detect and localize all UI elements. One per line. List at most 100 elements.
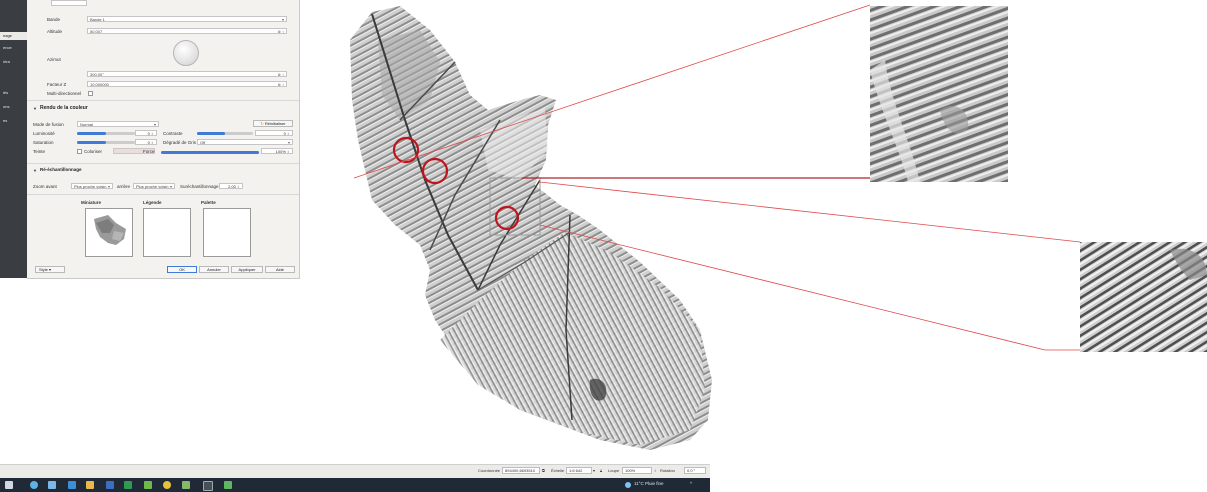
brightness-slider[interactable] [77,132,135,135]
highlight-circle[interactable] [494,205,520,231]
saturation-label: Saturation [33,140,54,145]
chrome-icon[interactable] [163,481,171,489]
taskview-icon[interactable] [48,481,56,489]
sidebar-item-histogram[interactable]: ntra [3,59,10,64]
excel-icon[interactable] [124,481,132,489]
render-type-field[interactable] [51,0,87,6]
colorize-checkbox[interactable] [77,149,82,154]
blend-mode-select[interactable]: Normal ▾ [77,121,159,127]
altitude-input[interactable]: 50.007 ⊗ ↕ [87,28,287,34]
contrast-slider[interactable] [197,132,253,135]
chevron-down-icon: ▾ [107,184,110,189]
cancel-button[interactable]: Annuler [199,266,229,273]
sidebar-item-legend[interactable]: es [3,118,8,123]
ok-button[interactable]: OK [167,266,197,273]
sidebar-item-pyramids[interactable]: ons [3,104,10,109]
lock-icon[interactable]: 🔒︎ [600,468,603,473]
divider [27,163,299,164]
up-arrow-icon[interactable]: ^ [690,481,693,486]
band-select-value: Bande 1 [90,17,105,22]
spin-arrows-icon[interactable]: ↕ [654,468,656,473]
multidirectional-checkbox[interactable] [88,91,93,96]
magnifier-field[interactable]: 100% [622,467,652,474]
resampling-section-title: Ré-échantillonnage [40,167,82,172]
palette-preview [203,208,251,257]
word-icon[interactable] [106,481,114,489]
reset-button-label: Réinitialiser [264,121,286,126]
zoom-selection-box[interactable] [489,177,541,236]
zoom-inset-bottom [1080,242,1207,352]
zoomed-in-select[interactable]: Plus proche voisin ▾ [71,183,113,189]
sidebar-item-symbology[interactable]: nage [0,32,27,40]
sidebar-item-transparency[interactable]: ence [3,45,12,50]
rotation-field[interactable]: 0,0 ° [684,467,706,474]
weather-icon[interactable] [625,482,631,488]
status-bar: Coordonnée 894400,6693510 ⧉ Échelle 1:6 … [0,464,710,478]
color-section-title: Rendu de la couleur [40,105,88,111]
weather-text[interactable]: 11°C Pluie fine [634,481,664,486]
azimuth-input[interactable]: 300.00° ⊗ ↕ [87,71,287,77]
band-label: Bande [47,17,61,22]
zfactor-input[interactable]: 10.000000 ⊗ ↕ [87,81,287,87]
contrast-label: Contraste [163,131,183,136]
reset-button[interactable]: ↻ Réinitialiser [253,120,293,127]
highlight-circle[interactable] [392,136,420,164]
clear-icon[interactable]: ⊗ ↕ [277,82,284,87]
brightness-spinbox[interactable]: 0 ↕ [135,130,157,136]
style-menu-button[interactable]: Style ▾ [35,266,65,273]
zoomed-out-label: arrière [117,184,131,189]
brightness-value: 0 [147,131,150,136]
oversampling-spinbox[interactable]: 2.00 ↕ [219,183,243,189]
contrast-value: 0 [283,131,286,136]
grayscale-select[interactable]: Off ▾ [197,139,293,145]
app-icon[interactable] [203,481,213,491]
zoomed-out-select[interactable]: Plus proche voisin ▾ [133,183,175,189]
zoom-inset-top [870,6,1008,182]
scale-label: Échelle [551,468,565,473]
scale-field[interactable]: 1:6 642 [566,467,592,474]
colorize-label: Coloriser [84,149,103,154]
settings-sidebar: nage ence ntra iés ons es [0,0,27,278]
chevron-down-icon: ▾ [169,184,172,189]
colorize-color-button[interactable] [113,148,155,154]
chevron-down-icon[interactable]: ▾ [593,468,596,473]
apply-button[interactable]: Appliquer [231,266,263,273]
strength-slider-fill [161,151,259,154]
start-icon[interactable] [5,481,13,489]
brightness-label: Luminosité [33,131,55,136]
explorer-icon[interactable] [86,481,94,489]
style-menu-label: Style [39,267,48,272]
saturation-slider-fill [77,141,106,144]
multidirectional-label: Multi-directionnel [47,91,82,96]
edge-icon[interactable] [68,481,76,489]
band-select[interactable]: Bande 1 ▾ [87,16,287,22]
contrast-spinbox[interactable]: 0 ↕ [255,130,293,136]
divider [27,100,299,101]
saturation-spinbox[interactable]: 0 ↕ [135,139,157,145]
highlight-circle[interactable] [421,157,449,185]
sidebar-item-properties[interactable]: iés [3,90,9,95]
chevron-down-icon: ▾ [287,140,290,145]
grayscale-label: Dégradé de Gris [163,140,197,145]
search-icon[interactable] [30,481,38,489]
azimuth-dial[interactable] [173,40,199,66]
help-button[interactable]: Aide [265,266,295,273]
qgis-icon[interactable] [144,481,152,489]
strength-spinbox[interactable]: 100% ↕ [261,148,293,154]
clear-icon[interactable]: ⊗ ↕ [277,72,284,77]
collapse-arrow-icon[interactable]: ▼ [33,106,37,111]
zfactor-label: Facteur Z [47,82,67,87]
extent-icon[interactable]: ⧉ [542,468,545,473]
chevron-down-icon: ▾ [49,267,52,272]
collapse-arrow-icon[interactable]: ▼ [33,168,37,173]
strength-label: Force [143,149,155,154]
cloud-icon[interactable] [182,481,190,489]
saturation-slider[interactable] [77,141,135,144]
app-icon[interactable] [224,481,232,489]
coordinate-label: Coordonnée [478,468,501,473]
coordinate-field[interactable]: 894400,6693510 [502,467,540,474]
zoomed-out-value: Plus proche voisin [136,184,169,189]
strength-slider[interactable] [161,151,259,154]
clear-icon[interactable]: ⊗ ↕ [277,29,284,34]
